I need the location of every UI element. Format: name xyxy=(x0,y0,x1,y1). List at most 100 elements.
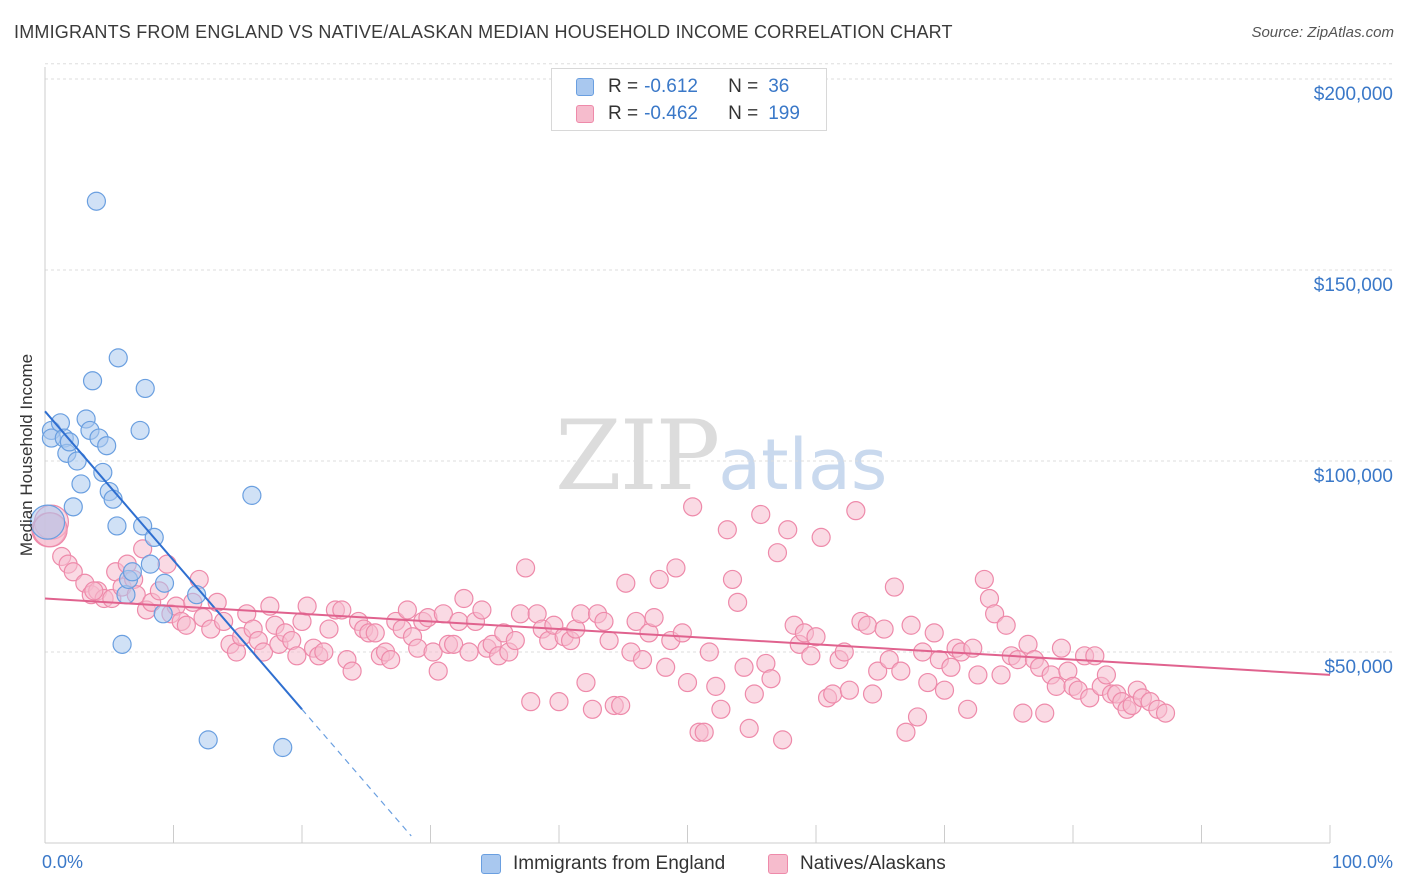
data-point-natives xyxy=(1155,703,1176,723)
data-point-natives xyxy=(839,680,860,700)
data-point-natives xyxy=(549,692,569,712)
data-point-natives xyxy=(332,600,352,620)
data-point-natives xyxy=(1035,703,1055,723)
data-point-england xyxy=(198,730,218,750)
data-point-natives xyxy=(761,669,781,689)
data-point-natives xyxy=(365,623,385,643)
data-point-natives xyxy=(862,684,883,704)
legend-r-value: -0.462 xyxy=(644,103,698,124)
data-point-natives xyxy=(666,558,686,578)
data-point-natives xyxy=(287,646,307,666)
y-tick-label: $50,000 xyxy=(1324,657,1393,678)
data-point-natives xyxy=(515,558,536,578)
data-point-natives xyxy=(744,684,764,704)
series-swatch-england xyxy=(481,854,501,874)
legend: R = -0.612 N = 36 R = -0.462 N = 199 xyxy=(551,68,827,131)
data-point-natives xyxy=(968,665,988,685)
data-point-england xyxy=(140,554,160,574)
data-point-natives xyxy=(84,581,104,601)
data-point-england xyxy=(273,737,293,758)
data-point-natives xyxy=(711,699,731,719)
data-point-natives xyxy=(879,650,899,670)
axes xyxy=(44,67,1331,844)
data-point-natives xyxy=(459,642,479,662)
data-point-natives xyxy=(571,604,591,624)
data-point-natives xyxy=(63,562,83,582)
data-point-natives xyxy=(632,650,653,670)
grid-lines xyxy=(45,63,1395,653)
x-tick-label-min: 0.0% xyxy=(42,852,84,872)
data-point-natives xyxy=(811,527,831,548)
y-tick-label: $100,000 xyxy=(1313,466,1393,487)
data-point-natives xyxy=(214,611,234,632)
trend-line-england xyxy=(44,410,303,710)
data-point-natives xyxy=(717,520,737,540)
data-point-natives xyxy=(157,554,177,574)
data-point-natives xyxy=(253,642,274,662)
watermark: ZIPatlas xyxy=(555,400,887,512)
legend-n-value: 36 xyxy=(768,76,790,97)
data-point-natives xyxy=(677,672,698,693)
data-point-natives xyxy=(918,672,938,693)
data-point-natives xyxy=(901,615,921,635)
chart-title: IMMIGRANTS FROM ENGLAND VS NATIVE/ALASKA… xyxy=(14,22,953,42)
data-point-natives xyxy=(751,504,771,525)
legend-row-natives: R = -0.462 N = 199 xyxy=(576,102,800,126)
data-point-natives xyxy=(974,569,994,590)
data-point-natives xyxy=(739,718,759,739)
data-point-natives xyxy=(846,501,866,521)
data-point-natives xyxy=(381,650,401,670)
data-point-natives xyxy=(510,604,531,624)
data-point-natives xyxy=(176,615,196,635)
data-point-england xyxy=(242,485,262,505)
data-point-natives xyxy=(611,695,631,716)
data-point-england xyxy=(93,462,113,483)
data-point-natives xyxy=(582,699,603,719)
data-point-england xyxy=(154,573,175,593)
data-point-natives xyxy=(772,730,793,750)
trend-line-natives xyxy=(44,597,1331,676)
data-point-natives xyxy=(672,623,692,643)
data-point-england xyxy=(29,504,66,540)
series-legend-england[interactable]: Immigrants from England xyxy=(481,853,725,875)
data-point-natives xyxy=(868,661,888,681)
trend-lines xyxy=(44,410,1331,837)
series-swatch-natives xyxy=(768,854,788,874)
data-point-natives xyxy=(1096,665,1117,685)
legend-n-label: N = xyxy=(728,76,759,97)
legend-r-label: R = xyxy=(608,76,639,97)
data-point-natives xyxy=(806,627,826,647)
data-point-england xyxy=(112,634,132,654)
series-legend-natives[interactable]: Natives/Alaskans xyxy=(768,853,946,875)
legend-n-label: N = xyxy=(728,103,759,124)
data-point-natives xyxy=(699,642,719,662)
data-point-natives xyxy=(834,642,854,662)
data-point-natives xyxy=(1013,703,1033,723)
data-point-natives xyxy=(722,569,743,590)
watermark-atlas: atlas xyxy=(718,424,888,506)
data-point-natives xyxy=(767,543,788,563)
data-point-natives xyxy=(616,573,636,593)
data-point-natives xyxy=(397,600,417,620)
data-point-natives xyxy=(907,707,928,727)
data-point-england xyxy=(108,348,128,368)
data-point-england xyxy=(67,451,87,471)
series-legend: Immigrants from England Natives/Alaskans xyxy=(0,853,1406,877)
data-point-natives xyxy=(626,611,646,632)
data-point-natives xyxy=(683,497,703,517)
chart-source: Source: ZipAtlas.com xyxy=(1251,24,1394,41)
data-point-natives xyxy=(1051,638,1072,658)
watermark-zip: ZIP xyxy=(555,400,720,512)
series-name-natives: Natives/Alaskans xyxy=(800,853,946,874)
data-point-natives xyxy=(319,619,339,639)
data-point-england xyxy=(82,371,103,391)
data-point-england xyxy=(103,489,123,509)
data-point-natives xyxy=(958,699,978,719)
data-point-natives xyxy=(941,657,961,677)
data-point-natives xyxy=(991,665,1011,685)
data-point-england xyxy=(97,436,117,456)
data-point-natives xyxy=(823,684,843,704)
data-point-england xyxy=(107,516,127,536)
data-point-natives xyxy=(521,692,541,712)
